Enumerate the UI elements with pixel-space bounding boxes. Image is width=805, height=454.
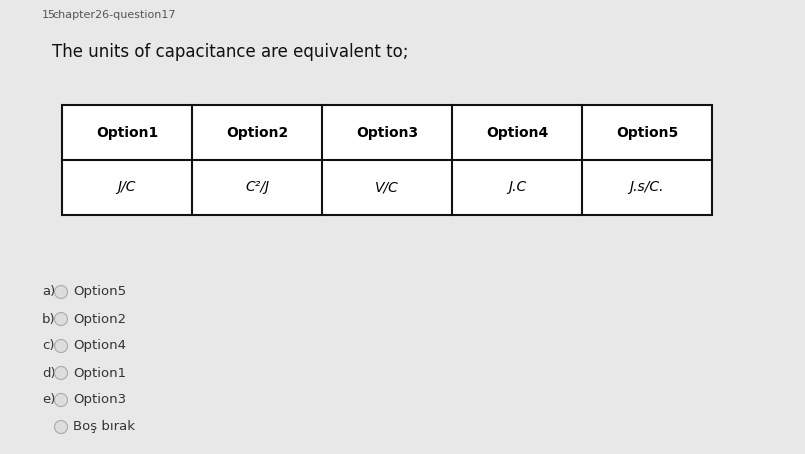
Text: Option2: Option2 (73, 312, 126, 326)
Text: e): e) (42, 394, 56, 406)
Text: The units of capacitance are equivalent to;: The units of capacitance are equivalent … (52, 43, 408, 61)
Text: chapter26-question17: chapter26-question17 (52, 10, 175, 20)
Text: J/C: J/C (118, 181, 136, 194)
Text: a): a) (42, 286, 56, 298)
Text: V/C: V/C (375, 181, 399, 194)
Text: 15·: 15· (42, 10, 60, 20)
Text: c): c) (42, 340, 55, 352)
Text: d): d) (42, 366, 56, 380)
Circle shape (55, 340, 68, 352)
Text: Option3: Option3 (356, 125, 418, 139)
Text: Option5: Option5 (616, 125, 678, 139)
Text: Option5: Option5 (73, 286, 126, 298)
Text: Option1: Option1 (96, 125, 158, 139)
Text: J.s/C.: J.s/C. (630, 181, 664, 194)
Circle shape (55, 286, 68, 298)
FancyBboxPatch shape (62, 105, 712, 215)
Text: Option4: Option4 (73, 340, 126, 352)
Circle shape (55, 366, 68, 380)
Text: Option1: Option1 (73, 366, 126, 380)
Text: Option4: Option4 (486, 125, 548, 139)
Text: C²/J: C²/J (245, 181, 269, 194)
Text: Boş bırak: Boş bırak (73, 420, 135, 434)
Circle shape (55, 394, 68, 406)
Text: Option3: Option3 (73, 394, 126, 406)
Text: b): b) (42, 312, 56, 326)
Text: Option2: Option2 (226, 125, 288, 139)
Text: J.C: J.C (508, 181, 526, 194)
Circle shape (55, 420, 68, 434)
Circle shape (55, 312, 68, 326)
